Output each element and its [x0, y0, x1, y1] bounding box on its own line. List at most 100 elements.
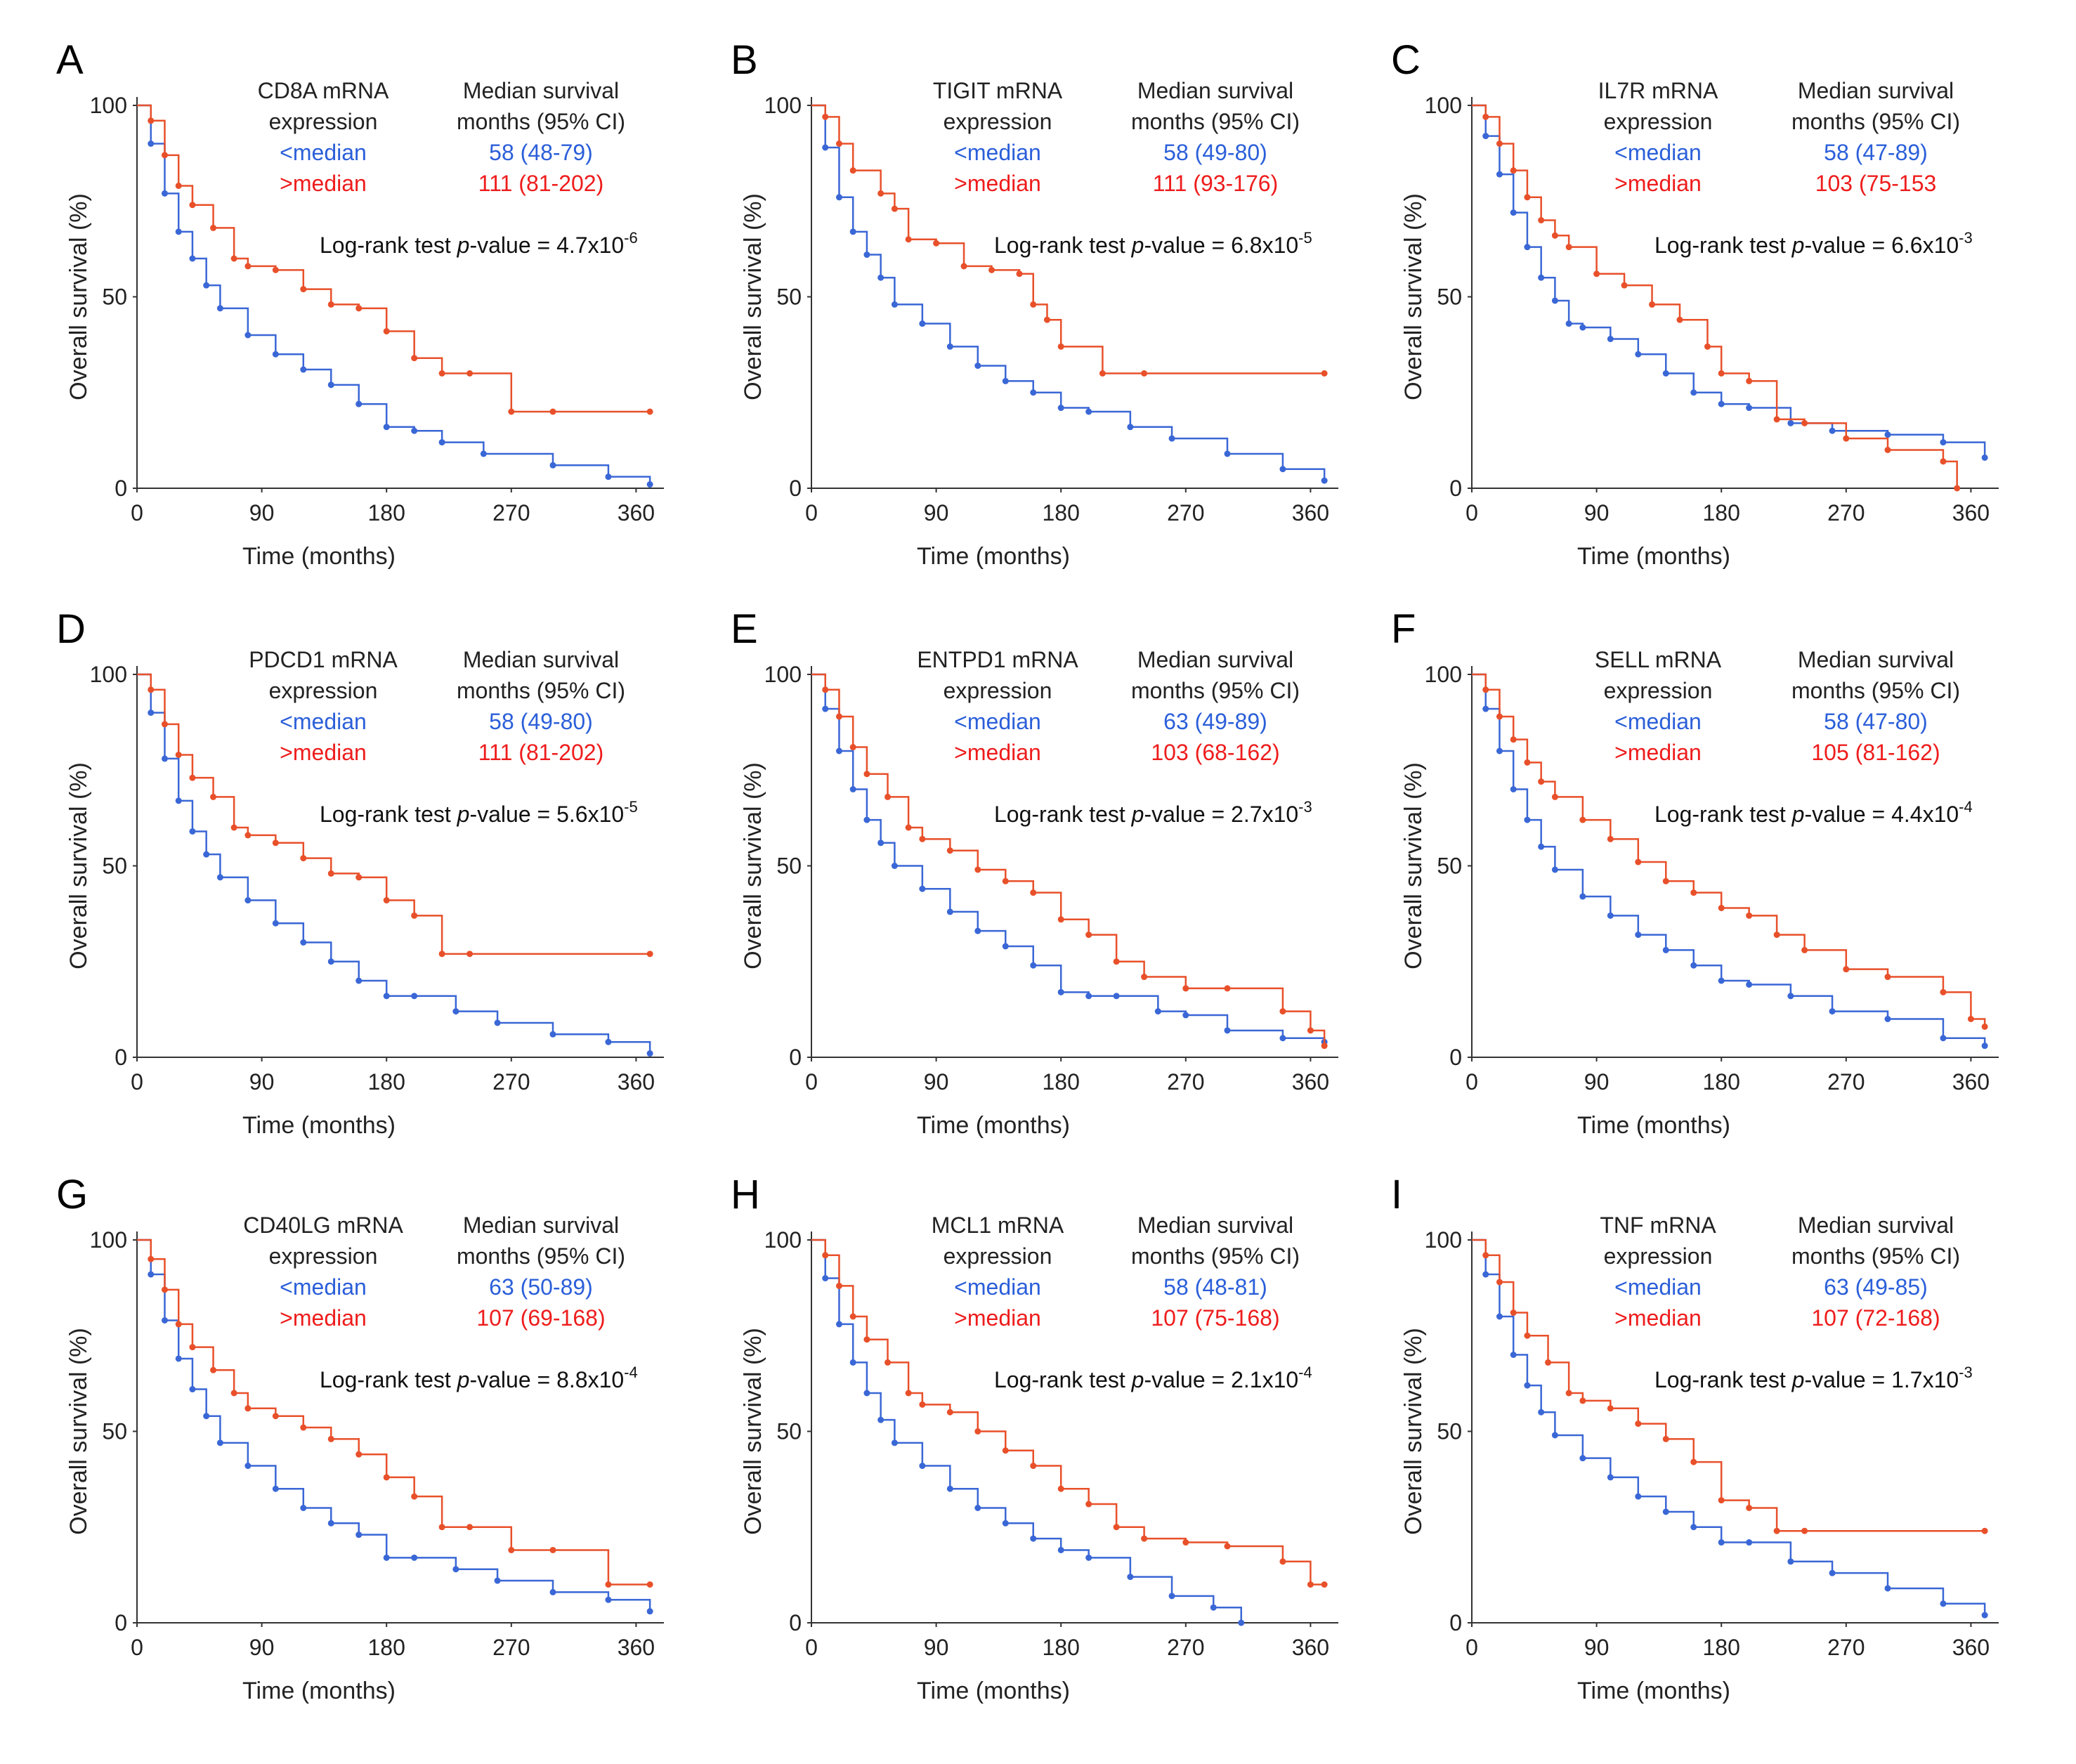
y-axis-title: Overall survival (%) [1400, 1328, 1427, 1535]
series-low-curve [137, 673, 651, 1054]
censor-mark [452, 1566, 459, 1573]
censor-mark [1579, 324, 1586, 331]
censor-mark [1002, 943, 1009, 950]
x-tick-label: 270 [1827, 1069, 1865, 1095]
legend-high-label: >median [1614, 171, 1702, 196]
censor-mark [508, 408, 515, 415]
censor-mark [411, 427, 418, 434]
censor-mark [1551, 232, 1558, 239]
pvalue-value: = 8.8x10 [537, 1367, 625, 1392]
legend-low-ci: 63 (50-89) [489, 1274, 593, 1300]
censor-mark [175, 182, 182, 189]
censor-mark [919, 320, 926, 327]
censor-mark [1940, 458, 1947, 465]
censor-mark [1718, 1497, 1725, 1504]
censor-mark [1538, 843, 1545, 850]
censor-mark [1030, 1463, 1037, 1470]
censor-mark [1843, 435, 1850, 442]
legend-low-label: <median [1614, 140, 1702, 165]
x-tick-label: 360 [1952, 1069, 1990, 1095]
censor-mark [1538, 778, 1545, 785]
legend-header: Median survival [463, 647, 619, 672]
x-tick-label: 360 [1292, 1069, 1329, 1095]
legend-subheader: months (95% CI) [457, 109, 625, 134]
pvalue-prefix: Log-rank test [320, 233, 457, 258]
censor-mark [216, 874, 223, 881]
censor-mark [1690, 1524, 1697, 1531]
censor-mark [822, 113, 829, 120]
y-tick-label: 50 [102, 854, 127, 879]
legend-low-label: <median [280, 1274, 367, 1300]
censor-mark [216, 1439, 223, 1446]
censor-mark [189, 202, 196, 209]
censor-mark [1662, 370, 1669, 377]
censor-mark [946, 1409, 953, 1416]
legend-high-ci: 111 (81-202) [478, 740, 603, 765]
legend-subheader: months (95% CI) [1131, 1243, 1300, 1269]
censor-mark [1773, 932, 1780, 939]
x-tick-label: 180 [1703, 500, 1740, 525]
legend-header: Median survival [1137, 78, 1293, 103]
censor-mark [1940, 1035, 1947, 1042]
legend-expression: expression [269, 1243, 378, 1269]
censor-mark [148, 117, 155, 124]
x-tick-label: 90 [924, 1069, 949, 1095]
pvalue-text: Log-rank test p-value = 5.6x10-5 [320, 798, 638, 827]
censor-mark [327, 1520, 334, 1527]
censor-mark [549, 408, 556, 415]
legend-subheader: months (95% CI) [457, 678, 625, 703]
censor-mark [1545, 1359, 1552, 1366]
pvalue-italic-p: p [1131, 802, 1144, 827]
pvalue-exponent: -5 [624, 798, 638, 816]
censor-mark [161, 1317, 168, 1324]
censor-mark [1085, 932, 1092, 939]
censor-mark [1635, 858, 1642, 865]
censor-mark [383, 993, 390, 1000]
censor-mark [863, 771, 870, 778]
x-tick-label: 90 [1584, 500, 1610, 525]
censor-mark [1127, 424, 1134, 431]
censor-mark [988, 266, 995, 273]
y-tick-label: 0 [1449, 476, 1462, 501]
pvalue-mid: -value [1804, 1367, 1872, 1392]
censor-mark [383, 897, 390, 904]
censor-mark [1551, 866, 1558, 873]
censor-mark [1030, 1535, 1037, 1542]
panel-b: B 0 50 100 0 90 180 270 360 Time (months) Overall … [731, 37, 1338, 570]
legend-header: Median survival [1798, 78, 1954, 103]
censor-mark [1279, 1035, 1286, 1042]
series-high-curve [811, 104, 1325, 374]
censor-mark [974, 866, 981, 873]
legend-header: Median survival [463, 1213, 619, 1238]
panel-label: H [731, 1172, 760, 1217]
censor-mark [272, 1413, 279, 1420]
censor-mark [1085, 993, 1092, 1000]
x-tick-label: 270 [492, 1069, 530, 1095]
censor-mark [1057, 988, 1064, 995]
censor-mark [148, 1271, 155, 1278]
x-tick-label: 360 [1952, 1635, 1990, 1660]
censor-mark [411, 355, 418, 362]
x-tick-label: 90 [1584, 1069, 1610, 1095]
legend-low-ci: 58 (48-79) [489, 140, 593, 165]
y-axis-title: Overall survival (%) [65, 762, 92, 969]
legend-high-ci: 105 (81-162) [1811, 740, 1940, 765]
censor-mark [549, 1546, 556, 1553]
censor-mark [175, 751, 182, 758]
legend-low-ci: 58 (47-89) [1824, 140, 1928, 165]
censor-mark [919, 835, 926, 842]
censor-mark [383, 1474, 390, 1481]
legend-high-ci: 107 (75-168) [1151, 1305, 1279, 1331]
y-tick-label: 100 [90, 93, 127, 118]
censor-mark [946, 847, 953, 854]
censor-mark [300, 286, 307, 293]
censor-mark [849, 786, 856, 792]
censor-mark [327, 958, 334, 965]
series-low-curve [1472, 1239, 1986, 1616]
censor-mark [438, 950, 445, 958]
censor-mark [974, 1428, 981, 1435]
censor-mark [466, 1524, 474, 1531]
pvalue-value: = 6.6x10 [1872, 233, 1959, 258]
censor-mark [877, 1416, 884, 1423]
series-high-curve [811, 673, 1326, 1046]
